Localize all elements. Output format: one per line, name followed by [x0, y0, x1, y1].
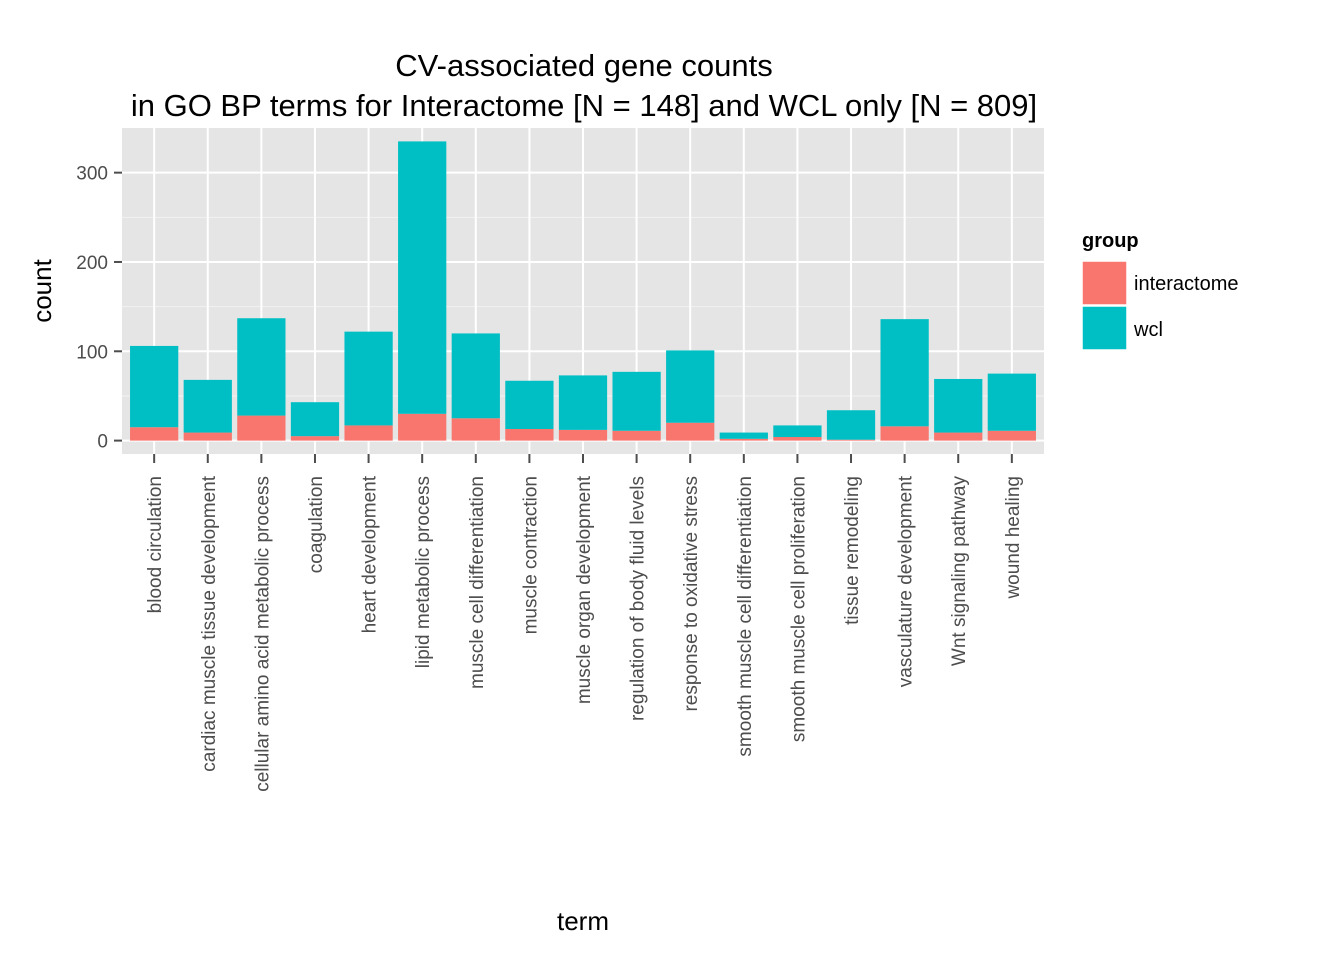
bar-interactome [826, 439, 876, 441]
x-tick-label: heart development [360, 475, 381, 633]
x-tick-label: blood circulation [145, 476, 166, 613]
bars [130, 141, 1036, 441]
y-tick-label: 300 [76, 164, 108, 185]
bar-wcl [773, 425, 822, 438]
x-tick-label: response to oxidative stress [681, 476, 702, 712]
bar-wcl [505, 380, 554, 429]
x-tick-label: tissue remodeling [842, 476, 863, 625]
bar-interactome [987, 430, 1036, 441]
y-axis: 0 100 200 300 [76, 164, 122, 453]
bar-wcl [344, 331, 393, 426]
bar-wcl [451, 333, 500, 419]
bar-wcl [558, 375, 608, 430]
legend-key-interactome [1081, 260, 1128, 306]
bar-interactome [505, 428, 554, 441]
bar-interactome [558, 429, 608, 441]
x-tick-label: muscle contraction [520, 476, 541, 634]
bar-interactome [183, 432, 232, 441]
legend-title: group [1082, 230, 1139, 252]
bar-wcl [290, 402, 340, 437]
bar-wcl [719, 432, 768, 439]
x-tick-label: smooth muscle cell proliferation [788, 476, 809, 742]
bar-wcl [826, 410, 876, 440]
bar-interactome [612, 430, 661, 441]
chart-title: CV-associated gene counts [395, 48, 772, 83]
bar-wcl [398, 141, 447, 414]
bar-wcl [880, 319, 929, 427]
x-tick-label: cardiac muscle tissue development [199, 475, 220, 771]
bar-wcl [934, 378, 983, 433]
x-tick-label: cellular amino acid metabolic process [252, 476, 273, 792]
x-tick-label: Wnt signaling pathway [949, 476, 970, 667]
bar-interactome [719, 438, 768, 441]
bar-interactome [773, 437, 822, 441]
bar-interactome [290, 436, 340, 441]
bar-interactome [344, 425, 393, 441]
bar-interactome [398, 413, 447, 441]
y-tick-label: 0 [97, 432, 108, 453]
bar-wcl [987, 373, 1036, 431]
x-tick-label: smooth muscle cell differentiation [735, 476, 756, 757]
y-tick-label: 200 [76, 253, 108, 274]
x-axis: blood circulation cardiac muscle tissue d… [145, 454, 1024, 792]
legend-label-wcl: wcl [1133, 319, 1163, 341]
legend-key-wcl [1081, 305, 1128, 351]
bar-interactome [934, 432, 983, 441]
x-tick-label: muscle cell differentiation [467, 476, 488, 689]
bar-wcl [666, 350, 715, 423]
y-tick-label: 100 [76, 342, 108, 363]
x-tick-label: muscle organ development [574, 475, 595, 704]
bar-interactome [130, 427, 179, 441]
chart-subtitle: in GO BP terms for Interactome [N = 148]… [131, 88, 1037, 123]
x-tick-label: wound healing [1003, 476, 1024, 600]
x-axis-title: term [557, 906, 609, 936]
bar-interactome [666, 422, 715, 441]
x-tick-label: vasculature development [896, 475, 917, 687]
bar-interactome [237, 415, 286, 441]
bar-interactome [880, 426, 929, 441]
legend: group interactome wcl [1081, 230, 1239, 351]
legend-label-interactome: interactome [1134, 273, 1239, 295]
x-tick-label: regulation of body fluid levels [628, 476, 649, 721]
bar-wcl [130, 345, 179, 428]
y-axis-title: count [27, 258, 57, 322]
bar-wcl [183, 379, 232, 433]
x-tick-label: coagulation [306, 476, 327, 573]
x-tick-label: lipid metabolic process [413, 476, 434, 668]
major-gridlines [122, 128, 1044, 454]
bar-interactome [451, 418, 500, 441]
bar-wcl [237, 318, 286, 416]
bar-wcl [612, 371, 661, 431]
